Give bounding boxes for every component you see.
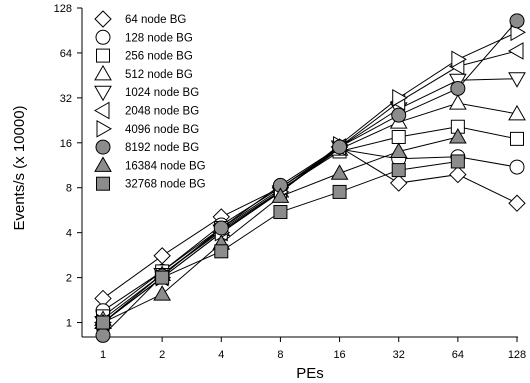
legend-marker: [95, 139, 111, 155]
data-point: [155, 270, 170, 285]
data-point: [448, 94, 467, 110]
x-tick-label: 4: [218, 349, 224, 361]
legend-marker: [96, 48, 110, 63]
data-point: [330, 164, 349, 180]
y-tick-label: 32: [60, 93, 72, 105]
data-point: [507, 42, 524, 60]
data-point: [153, 285, 172, 301]
series-line: [102, 146, 518, 299]
x-axis: 1 2 4 8 16 32 64 128: [82, 336, 526, 361]
legend-label: 8192 node BG: [125, 142, 199, 154]
y-tick-label: 64: [60, 48, 72, 60]
data-point: [509, 13, 525, 29]
data-point: [214, 244, 229, 259]
series-9: [94, 127, 467, 330]
data-point: [448, 127, 467, 144]
legend: 64 node BG 128 node BG 256 node BG 512 node…: [93, 10, 206, 191]
y-tick-label: 16: [60, 138, 72, 150]
x-tick-label: 2: [159, 349, 165, 361]
data-point: [509, 159, 525, 175]
legend-label: 64 node BG: [125, 14, 186, 26]
series-line: [102, 20, 518, 336]
series-layer: [93, 13, 527, 343]
data-point: [96, 315, 110, 330]
series-line: [102, 31, 518, 323]
data-point: [392, 89, 408, 107]
legend-marker: [95, 29, 111, 45]
data-point: [450, 154, 465, 169]
legend-marker: [94, 10, 112, 28]
series-10: [96, 154, 465, 330]
y-tick-label: 128: [54, 3, 72, 15]
legend-item: 256 node BG: [96, 48, 193, 63]
legend-label: 1024 node BG: [125, 87, 199, 99]
legend-label: 256 node BG: [125, 51, 193, 63]
legend-item: 4096 node BG: [96, 119, 199, 138]
data-point: [332, 139, 348, 155]
data-point: [391, 163, 406, 178]
data-point: [508, 194, 526, 212]
data-point: [510, 23, 527, 42]
legend-marker: [94, 156, 112, 172]
data-point: [451, 50, 467, 69]
data-point: [450, 80, 466, 96]
legend-marker: [93, 101, 110, 120]
legend-label: 4096 node BG: [125, 124, 199, 136]
legend-marker: [96, 176, 110, 191]
legend-label: 16384 node BG: [125, 160, 206, 172]
legend-label: 128 node BG: [125, 32, 193, 44]
data-point: [508, 72, 526, 88]
y-axis: 1 2 4 8 16 32 64 128: [54, 3, 83, 337]
y-tick-label: 4: [66, 228, 72, 240]
x-tick-label: 8: [277, 349, 283, 361]
x-tick-label: 32: [393, 349, 405, 361]
legend-item: 128 node BG: [95, 29, 193, 45]
x-tick-label: 64: [452, 349, 464, 361]
data-point: [271, 187, 290, 203]
legend-item: 32768 node BG: [96, 176, 206, 191]
y-tick-label: 1: [66, 318, 72, 330]
data-point: [449, 165, 467, 184]
y-tick-label: 8: [66, 183, 72, 195]
legend-label: 512 node BG: [125, 69, 193, 81]
data-point: [510, 131, 524, 146]
x-axis-label: PEs: [296, 365, 324, 382]
data-point: [213, 220, 229, 236]
legend-marker: [94, 85, 112, 102]
data-point: [390, 174, 408, 192]
data-point: [391, 107, 407, 123]
data-point: [273, 205, 288, 220]
data-point: [508, 104, 526, 121]
data-point: [391, 129, 406, 144]
legend-marker: [96, 119, 113, 138]
legend-item: 512 node BG: [94, 64, 193, 81]
data-point: [389, 142, 408, 158]
legend-item: 64 node BG: [94, 10, 186, 28]
data-point: [95, 327, 111, 343]
x-tick-label: 128: [508, 349, 526, 361]
legend-label: 2048 node BG: [125, 106, 199, 118]
y-tick-label: 2: [66, 273, 72, 285]
legend-label: 32768 node BG: [125, 179, 206, 191]
y-axis-label: Events/s (x 10000): [11, 105, 28, 230]
x-tick-label: 1: [100, 349, 106, 361]
data-point: [153, 247, 171, 265]
legend-item: 1024 node BG: [94, 85, 199, 102]
legend-item: 8192 node BG: [95, 139, 199, 155]
legend-item: 16384 node BG: [94, 156, 206, 172]
data-point: [332, 184, 347, 199]
legend-item: 2048 node BG: [93, 101, 199, 120]
legend-marker: [94, 64, 112, 81]
x-tick-label: 16: [333, 349, 345, 361]
